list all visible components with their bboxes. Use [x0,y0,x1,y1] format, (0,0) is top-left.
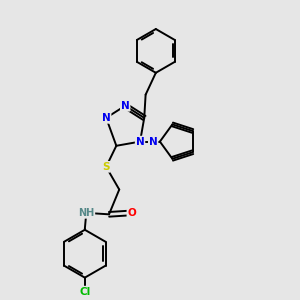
Text: NH: NH [78,208,94,218]
Text: N: N [149,136,158,147]
Text: N: N [102,113,110,123]
Text: S: S [102,162,110,172]
Text: O: O [128,208,136,218]
Text: N: N [136,136,144,147]
Text: Cl: Cl [79,286,91,297]
Text: N: N [121,101,130,111]
